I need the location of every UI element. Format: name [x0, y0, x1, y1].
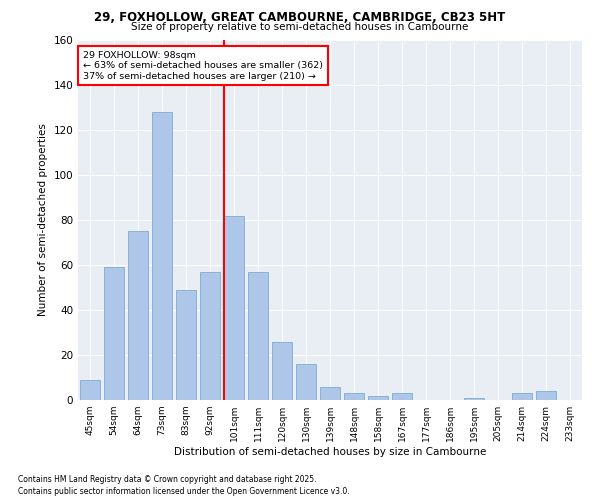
Bar — [152, 112, 172, 400]
Text: 29, FOXHOLLOW, GREAT CAMBOURNE, CAMBRIDGE, CB23 5HT: 29, FOXHOLLOW, GREAT CAMBOURNE, CAMBRIDG… — [94, 11, 506, 24]
Text: Contains HM Land Registry data © Crown copyright and database right 2025.
Contai: Contains HM Land Registry data © Crown c… — [18, 474, 350, 496]
Bar — [272, 342, 292, 400]
Bar — [344, 393, 364, 400]
Text: 29 FOXHOLLOW: 98sqm
← 63% of semi-detached houses are smaller (362)
37% of semi-: 29 FOXHOLLOW: 98sqm ← 63% of semi-detach… — [83, 51, 323, 80]
Bar — [296, 364, 316, 400]
Bar — [320, 386, 340, 400]
Bar — [104, 267, 124, 400]
Bar — [536, 391, 556, 400]
Bar — [464, 398, 484, 400]
Bar — [368, 396, 388, 400]
Bar — [392, 393, 412, 400]
X-axis label: Distribution of semi-detached houses by size in Cambourne: Distribution of semi-detached houses by … — [174, 447, 486, 457]
Bar — [200, 272, 220, 400]
Bar — [512, 393, 532, 400]
Y-axis label: Number of semi-detached properties: Number of semi-detached properties — [38, 124, 48, 316]
Bar — [224, 216, 244, 400]
Bar — [176, 290, 196, 400]
Bar — [128, 231, 148, 400]
Text: Size of property relative to semi-detached houses in Cambourne: Size of property relative to semi-detach… — [131, 22, 469, 32]
Bar — [248, 272, 268, 400]
Bar — [80, 380, 100, 400]
